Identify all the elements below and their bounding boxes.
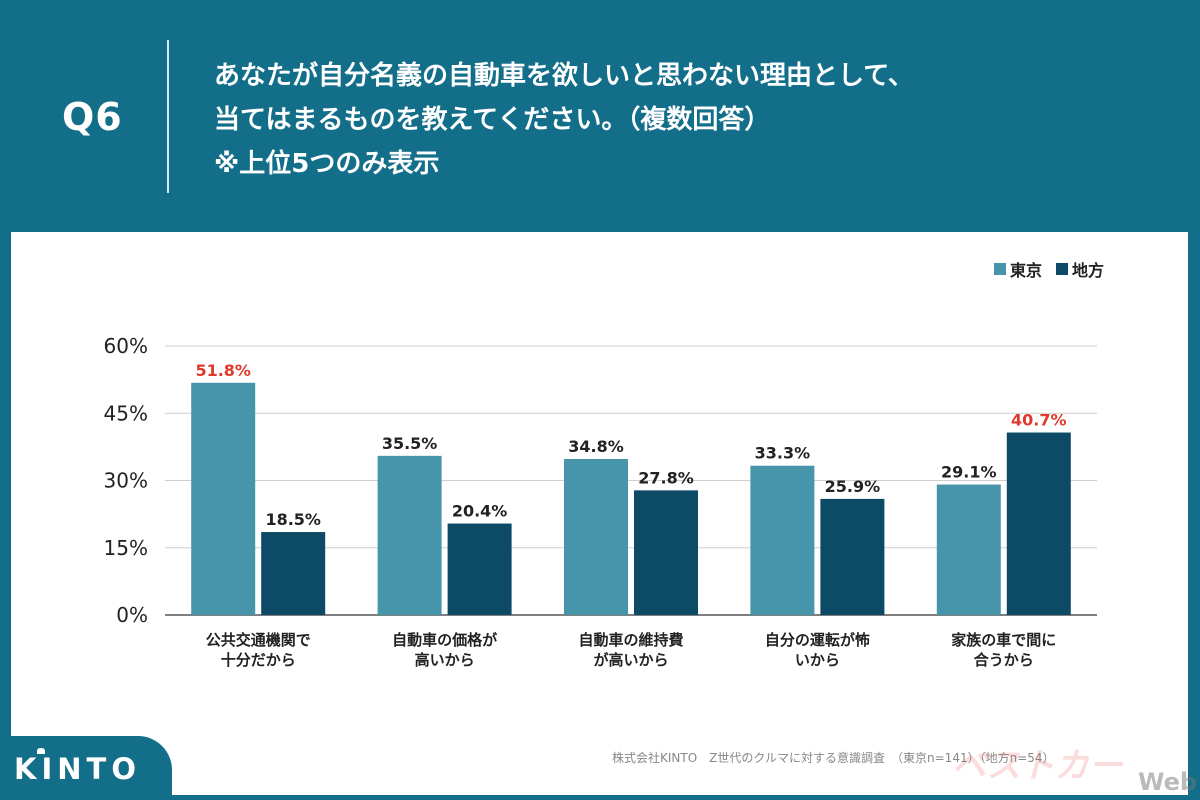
bar-tokyo [936,484,1001,615]
data-label: 29.1% [941,463,997,482]
source-note: 株式会社KINTO Z世代のクルマに対する意識調査 （東京n=141）（地方n=… [612,751,1055,765]
legend-item-regional: 地方 [1055,257,1104,281]
data-label: 35.5% [382,434,438,453]
logo-accent [37,748,45,754]
question-line-1: あなたが自分名義の自動車を欲しいと思わない理由として、 [214,61,914,91]
question-number: Q6 [62,95,123,139]
watermark-logo: ベストカー [952,746,1123,786]
x-category-label: 自分の運転が怖 [765,631,870,649]
bar-regional [634,490,698,615]
legend-swatch-tokyo [993,263,1006,275]
x-category-label: いから [795,651,840,669]
x-category-label: 家族の車で間に [951,631,1056,649]
data-label: 33.3% [755,444,811,463]
legend-label-regional: 地方 [1071,261,1104,280]
y-tick-label: 0% [116,603,148,627]
bar-regional [261,532,326,615]
bar-regional [1006,432,1071,615]
legend-item-tokyo: 東京 [993,257,1042,281]
y-tick-label: 15% [104,536,148,560]
bar-tokyo [750,465,815,615]
bar-tokyo [191,382,256,615]
question-line-3: ※上位5つのみ表示 [214,149,440,179]
x-category-label: 自動車の価格が [392,631,498,649]
x-category-label: 十分だから [221,651,296,669]
data-label: 51.8% [195,361,251,380]
header-divider [167,40,169,193]
kinto-logo: KINTO [14,752,141,786]
y-tick-label: 60% [104,334,148,358]
data-label: 27.8% [638,468,694,487]
y-tick-label: 45% [104,401,148,425]
data-label: 20.4% [452,502,508,521]
data-label: 34.8% [568,437,624,456]
x-category-label: 公共交通機関で [206,631,311,649]
legend-swatch-regional [1055,263,1068,275]
x-category-label: 自動車の維持費 [578,631,683,649]
bar-tokyo [564,458,628,615]
question-text: あなたが自分名義の自動車を欲しいと思わない理由として、 当てはまるものを教えてく… [214,54,914,186]
chart-legend: 東京 地方 [993,257,1104,281]
watermark-web: Web [1138,768,1198,796]
data-label: 25.9% [825,477,881,496]
legend-label-tokyo: 東京 [1009,261,1042,280]
logo-tab [0,736,172,800]
data-label: 18.5% [265,510,321,529]
x-category-label: が高いから [593,651,668,669]
x-category-label: 高いから [415,651,475,669]
data-label: 40.7% [1011,411,1067,430]
header: Q6 あなたが自分名義の自動車を欲しいと思わない理由として、 当てはまるものを教… [0,0,1200,232]
y-tick-label: 30% [104,469,148,493]
bar-tokyo [377,455,442,615]
x-category-label: 合うから [973,651,1034,669]
bar-regional [447,523,512,615]
bar-regional [820,498,885,615]
question-line-2: 当てはまるものを教えてください。（複数回答） [214,105,771,135]
